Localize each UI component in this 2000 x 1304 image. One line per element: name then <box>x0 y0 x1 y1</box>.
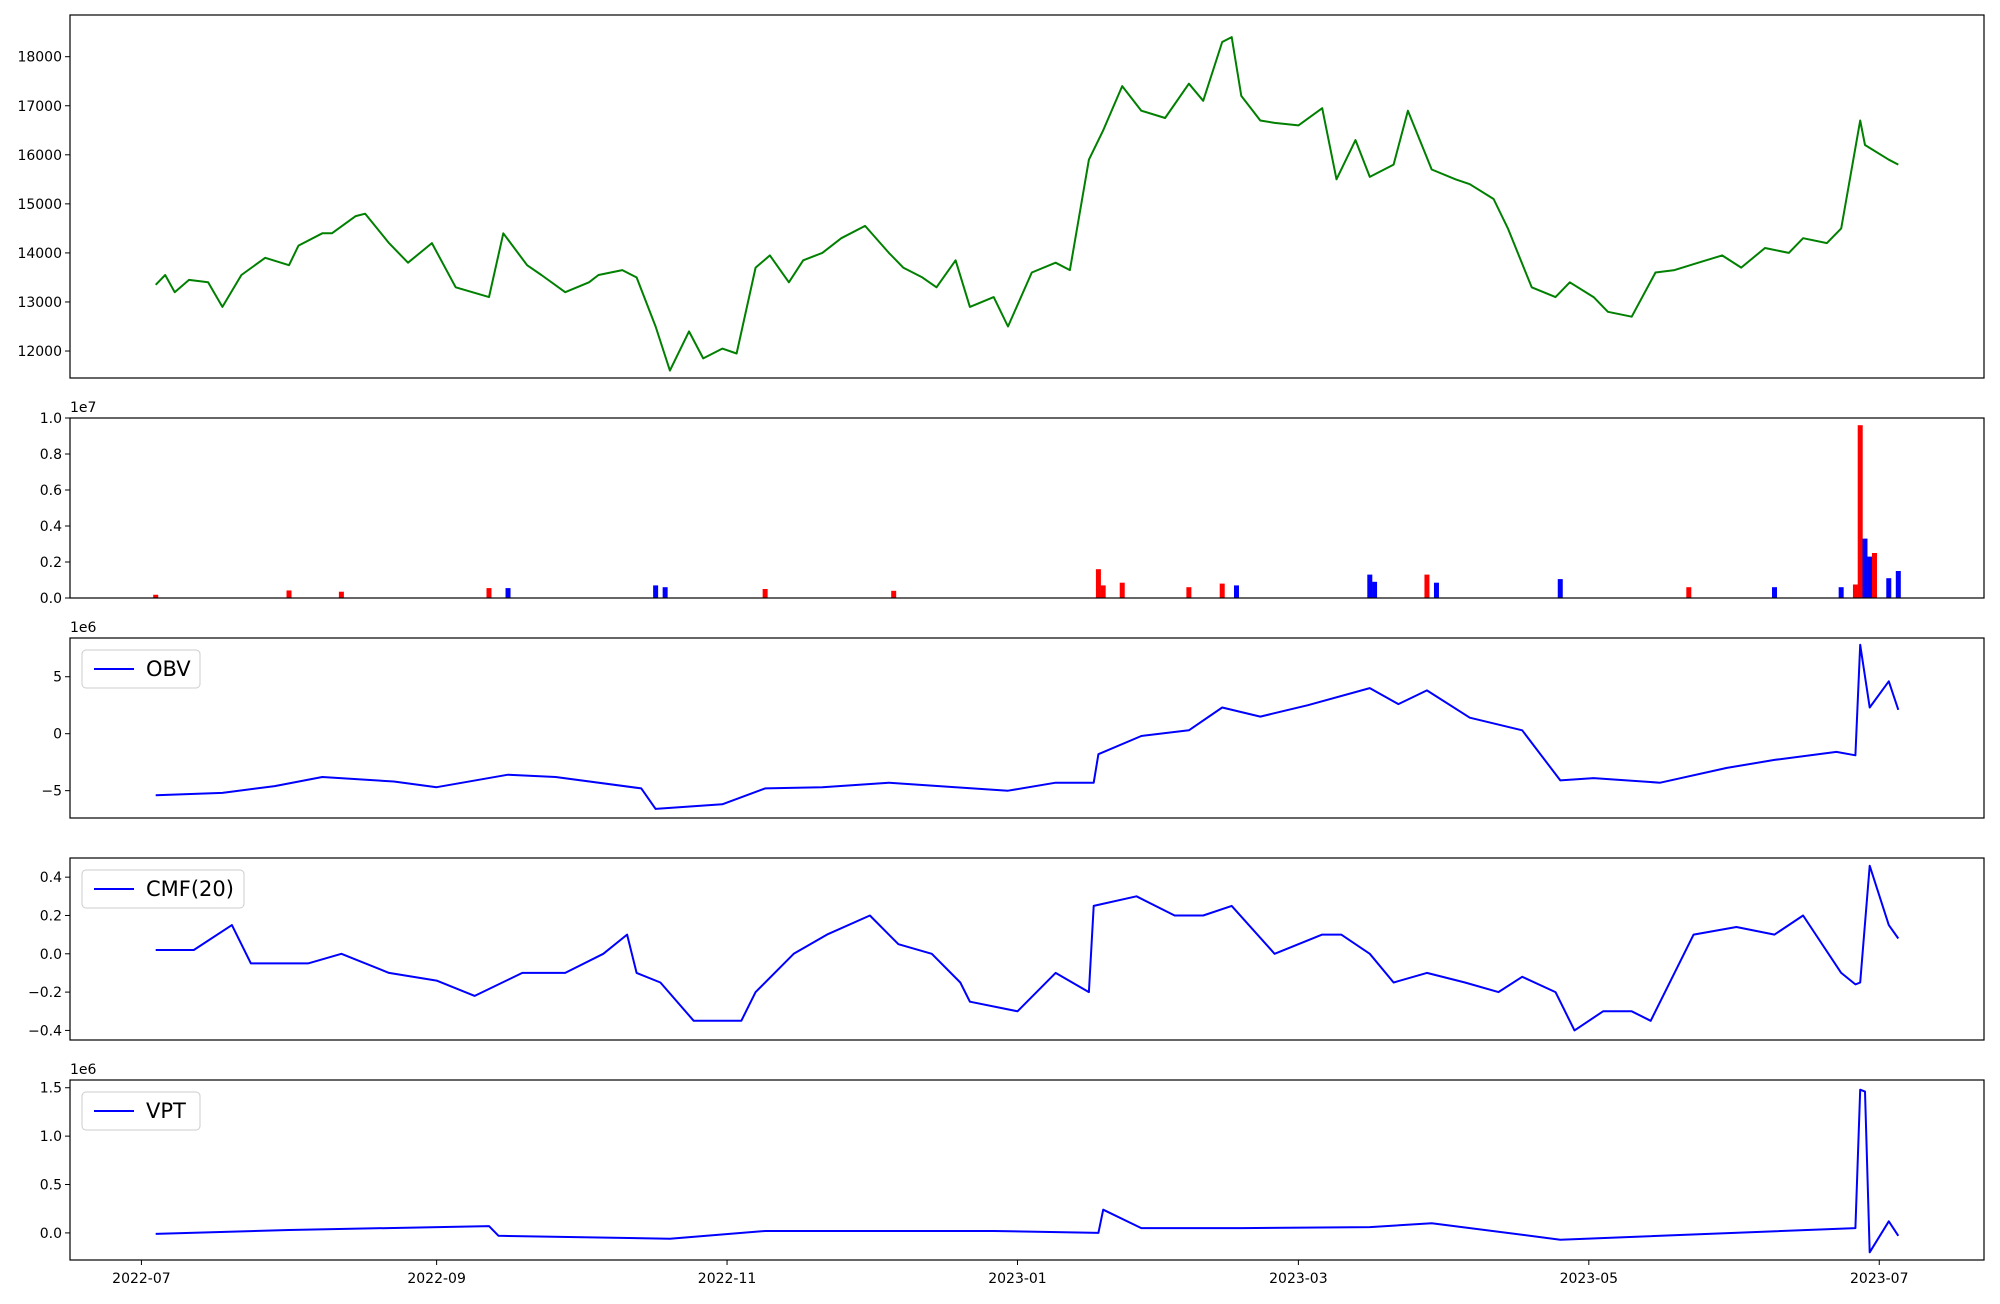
volume-bar <box>891 591 896 598</box>
price-ytick-label: 12000 <box>17 344 62 360</box>
volume-bar <box>1853 585 1858 599</box>
vpt-legend: VPT <box>82 1092 200 1130</box>
volume-bar <box>1101 585 1106 598</box>
vpt-ytick-label: 0.5 <box>40 1178 62 1194</box>
volume-bar <box>763 589 768 598</box>
xtick-label: 2022-09 <box>407 1271 466 1287</box>
price-panel: 12000 13000 14000 15000 16000 17000 18000 <box>17 15 1984 378</box>
xtick-label: 2022-11 <box>698 1271 757 1287</box>
volume-bar <box>1096 569 1101 598</box>
volume-bar <box>1424 575 1429 598</box>
price-ytick-label: 15000 <box>17 197 62 213</box>
volume-bar <box>1186 587 1191 598</box>
volume-bar <box>1896 571 1901 598</box>
vpt-axes-frame <box>70 1080 1984 1260</box>
xtick-label: 2023-07 <box>1850 1271 1909 1287</box>
volume-bar <box>1372 582 1377 598</box>
price-axes-frame <box>70 15 1984 378</box>
volume-bar <box>1558 579 1563 598</box>
cmf-ytick-label: −0.2 <box>28 985 62 1001</box>
volume-bar <box>653 585 658 598</box>
volume-offset-text: 1e7 <box>70 400 96 416</box>
xtick-label: 2023-05 <box>1560 1271 1619 1287</box>
volume-bar <box>1220 584 1225 598</box>
cmf-ytick-label: 0.0 <box>40 947 62 963</box>
volume-bar <box>1234 585 1239 598</box>
price-ytick-label: 17000 <box>17 99 62 115</box>
vpt-series-line <box>156 1090 1899 1253</box>
volume-bar <box>1862 539 1867 598</box>
cmf-ytick-label: −0.4 <box>28 1023 62 1039</box>
obv-ytick-label: −5 <box>41 784 62 800</box>
cmf-legend-label: CMF(20) <box>146 877 234 901</box>
volume-bar <box>663 587 668 598</box>
xtick-label: 2022-07 <box>112 1271 171 1287</box>
volume-panel: 0.0 0.2 0.4 0.6 0.8 1.0 1e7 <box>40 400 1984 607</box>
cmf-ytick-label: 0.4 <box>40 870 62 886</box>
price-ytick-label: 14000 <box>17 246 62 262</box>
vpt-legend-label: VPT <box>146 1099 186 1123</box>
xtick-label: 2023-03 <box>1269 1271 1328 1287</box>
vpt-panel: 0.0 0.5 1.0 1.5 1e6 VPT <box>40 1062 1984 1260</box>
volume-ytick-label: 1.0 <box>40 411 62 427</box>
volume-bar <box>1434 583 1439 598</box>
volume-ytick-label: 0.6 <box>40 483 62 499</box>
volume-bar <box>1686 587 1691 598</box>
obv-axes-frame <box>70 638 1984 818</box>
obv-legend: OBV <box>82 650 200 688</box>
volume-bar <box>1858 425 1863 598</box>
vpt-ytick-label: 0.0 <box>40 1226 62 1242</box>
obv-ytick-label: 0 <box>53 727 62 743</box>
obv-legend-label: OBV <box>146 657 191 681</box>
xtick-label: 2023-01 <box>988 1271 1047 1287</box>
obv-offset-text: 1e6 <box>70 620 97 636</box>
cmf-series-line <box>156 866 1899 1031</box>
price-ytick-label: 18000 <box>17 50 62 66</box>
volume-bar <box>486 588 491 598</box>
price-ytick-label: 16000 <box>17 148 62 164</box>
obv-ytick-label: 5 <box>53 670 62 686</box>
obv-series-line <box>156 645 1899 809</box>
obv-panel: −5 0 5 1e6 OBV <box>41 620 1984 818</box>
cmf-legend: CMF(20) <box>82 870 244 908</box>
cmf-ytick-label: 0.2 <box>40 908 62 924</box>
price-series-line <box>156 37 1899 371</box>
volume-ytick-label: 0.4 <box>40 519 62 535</box>
volume-bar <box>1867 557 1872 598</box>
cmf-axes-frame <box>70 858 1984 1040</box>
vpt-ytick-label: 1.0 <box>40 1129 62 1145</box>
volume-ytick-label: 0.8 <box>40 447 62 463</box>
volume-bar <box>1772 587 1777 598</box>
cmf-panel: −0.4 −0.2 0.0 0.2 0.4 CMF(20) <box>28 858 1984 1040</box>
volume-ytick-label: 0.2 <box>40 555 62 571</box>
price-ytick-label: 13000 <box>17 295 62 311</box>
volume-bar <box>1367 575 1372 598</box>
vpt-offset-text: 1e6 <box>70 1062 97 1078</box>
volume-bar <box>1839 587 1844 598</box>
volume-axes-frame <box>70 418 1984 598</box>
volume-ytick-label: 0.0 <box>40 591 62 607</box>
volume-bar <box>287 590 292 598</box>
volume-bar <box>506 588 511 598</box>
x-axis: 2022-07 2022-09 2022-11 2023-01 2023-03 2023-… <box>112 1260 1908 1287</box>
volume-bar <box>1120 583 1125 598</box>
vpt-ytick-label: 1.5 <box>40 1081 62 1097</box>
volume-bar <box>339 592 344 598</box>
volume-bar <box>1886 578 1891 598</box>
volume-bar <box>1872 553 1877 598</box>
